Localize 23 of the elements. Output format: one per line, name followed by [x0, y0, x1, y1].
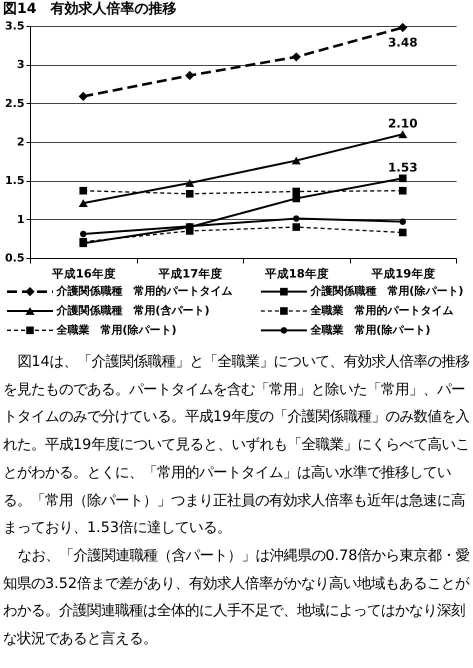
- legend-label: 介護関係職種 常用(除パート): [309, 284, 464, 298]
- y-tick-label: 2: [16, 136, 24, 148]
- legend-label: 全職業 常用(除パート): [55, 323, 176, 336]
- legend-label: 全職業 常用(除パート): [309, 323, 430, 336]
- y-tick-label: 3.5: [5, 20, 24, 32]
- y-tick-label: 1.5: [5, 174, 24, 188]
- y-tick-label: 2.5: [5, 96, 24, 110]
- x-tick-label: 平成19年度: [370, 266, 436, 280]
- y-tick-label: 3: [16, 58, 24, 72]
- y-tick-label: 0.5: [5, 252, 24, 264]
- x-tick-label: 平成18年度: [264, 266, 329, 280]
- x-tick-label: 平成17年度: [157, 266, 222, 280]
- caption: 図14は、「介護関係職種」と「全職業」について、有効求人倍率の推移を見たものである。パートタイムを含む「常用」と除いた「常用」、パートタイムのみで分けている。平成19年度の「介護関係職種」のみ数値を入れた。平成19年度について見ると、いずれも「全職業」にくらべて高いことがわかる。とくに、「常用的パートタイム」は高い水準で推移している。「常用（除パート）」つまり正社員の有効求人倍率も近年は急速に高まっており、1.53倍に達している。: [3, 352, 471, 538]
- chart-title: 図14 有効求人倍率の推移: [3, 0, 176, 18]
- data-label: 2.10: [388, 116, 418, 130]
- data-label: 3.48: [388, 36, 418, 50]
- legend-label: 介護関係職種 常用(含パート): [55, 304, 210, 317]
- legend-label: 全職業 常用的パートタイム: [309, 304, 454, 317]
- y-tick-label: 1: [16, 212, 24, 226]
- data-label: 1.53: [388, 160, 418, 174]
- x-tick-label: 平成16年度: [50, 266, 116, 280]
- text: なお、「介護関連職種（含パート）」は沖縄県の0.78倍から東京都・愛知県の3.52倍まで差があり、有効求人倍率がかなり高い地域もあることがわかる。介護関連職種は全体的に人手不足で、地域によってはかなり深刻な状況であると言える。: [3, 546, 470, 650]
- legend-label: 介護関係職種 常用的パートタイム: [55, 284, 232, 298]
